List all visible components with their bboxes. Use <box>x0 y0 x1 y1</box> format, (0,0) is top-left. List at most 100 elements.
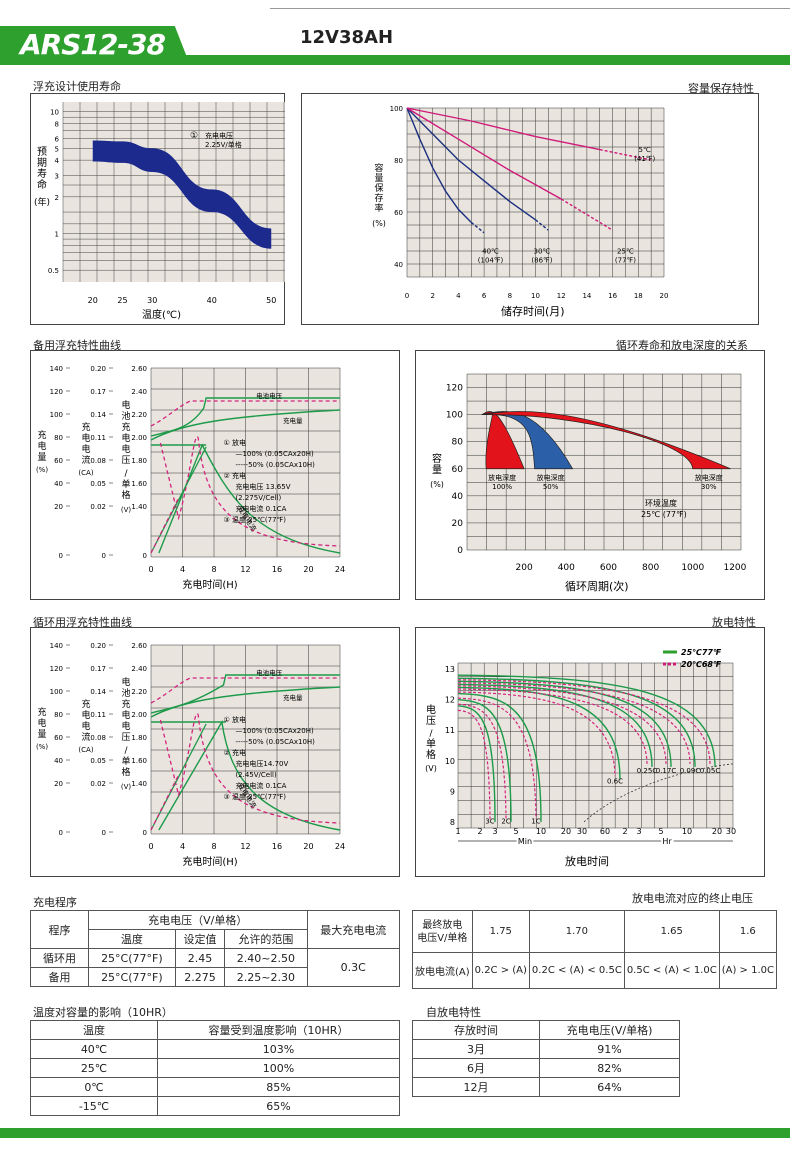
axis2-tick: 0.20 <box>90 365 106 373</box>
temp-table: 温度 容量受到温度影响（10HR） 40℃ 103% 25℃ 100% 0℃ 85% -… <box>30 1020 400 1116</box>
legend-line: (2.45V/Cell) <box>235 771 277 779</box>
legend-line1: 充电电压 <box>205 131 233 140</box>
current-cell: 0.5C < (A) < 1.0C <box>623 952 720 989</box>
axis2-tick: 0 <box>102 829 106 837</box>
legend-line: —100% (0.05CAx20H) <box>235 450 314 458</box>
y-axis-label: 电压 /单格 (V) <box>425 703 437 773</box>
cutoff-table: 最终放电 电压V/单格 1.75 1.70 1.65 1.6 放电电流(A) 0.… <box>412 910 777 989</box>
x-tick-label: 20 <box>303 842 313 851</box>
x-tick-label: 8 <box>508 292 512 300</box>
row-temp: 25°C(77°F) <box>88 967 176 987</box>
y-label-char: 量 <box>432 464 442 476</box>
y-label-sep: / <box>429 729 433 739</box>
x-tick-label: 16 <box>608 292 617 300</box>
y-label-char: 电 <box>81 709 90 721</box>
y-label-char: 压 <box>121 455 130 466</box>
y-tick-label: 10 <box>445 757 455 766</box>
y-label-char: 容 <box>374 162 383 174</box>
axis1-tick: 20 <box>54 503 63 511</box>
y-label-char: 电 <box>121 432 130 444</box>
axis3-tick: 1.40 <box>131 503 147 511</box>
series-sublabel: (77℉) <box>615 257 636 265</box>
x-tick-label: 6 <box>482 292 487 300</box>
y-tick-label: 40 <box>394 261 403 269</box>
spec-label: 12V38AH <box>300 27 394 48</box>
y-label-char: 单 <box>426 738 436 750</box>
min-label: Min <box>518 837 532 846</box>
x-tick-hr: 30 <box>726 827 736 836</box>
row-name: 循环用 <box>30 948 89 968</box>
y-label-char: 电 <box>121 443 130 455</box>
th-proc: 程序 <box>30 910 89 949</box>
axis1-tick: 80 <box>54 434 63 442</box>
unit: (V) <box>121 506 132 514</box>
footer-band <box>0 1128 790 1138</box>
cutoff-title: 放电电流对应的终止电压 <box>632 892 753 905</box>
y-label-char: 电 <box>121 720 130 732</box>
y-label-char: 容 <box>432 452 442 465</box>
y-label-char: 存 <box>374 192 383 204</box>
x-axis-label: 放电时间 <box>565 854 609 868</box>
charge-line-dashed <box>150 497 180 554</box>
note1: 环境温度 <box>645 498 677 508</box>
y-label-char: 格 <box>426 748 436 761</box>
y-label-char: 充 <box>81 698 90 710</box>
axis2-tick: 0.11 <box>90 434 106 442</box>
axis3-tick: 2.40 <box>131 665 147 673</box>
rate-label: 0.25C <box>637 767 658 775</box>
row-set: 2.45 <box>174 948 226 968</box>
x-tick-label: 12 <box>240 565 250 574</box>
rate-label: 1C <box>531 817 540 825</box>
series-line-dashed <box>535 219 549 231</box>
axis2-tick: 0.08 <box>90 734 106 742</box>
x-tick-label: 24 <box>335 565 345 574</box>
y-label-char: 电 <box>37 717 46 729</box>
axis2-tick: 0.11 <box>90 711 106 719</box>
x-tick-label: 24 <box>335 842 345 851</box>
legend-line: -----50% (0.05CAx10H) <box>235 738 315 746</box>
unit: (CA) <box>78 469 93 477</box>
y-label-char: 率 <box>374 202 383 214</box>
y-tick-label: 100 <box>446 411 463 421</box>
x-tick-label: 8 <box>211 565 216 574</box>
plot-area <box>63 102 285 282</box>
th-range: 允许的范围 <box>224 929 308 949</box>
series-sublabel: 30% <box>701 483 717 491</box>
axis1-tick: 60 <box>54 457 63 465</box>
cycle-life-title: 循环寿命和放电深度的关系 <box>616 339 748 352</box>
discharge-curve <box>457 686 621 780</box>
th-voltage: 充电电压（V/单格） <box>88 910 308 930</box>
discharge-curve-dashed <box>457 679 711 764</box>
axis1-tick: 80 <box>54 711 63 719</box>
capacity-retention-title: 容量保存特性 <box>688 82 754 95</box>
cycle-charge-box <box>30 627 400 877</box>
y-label-char: 压 <box>121 732 130 743</box>
y-label-char: 池 <box>121 410 130 422</box>
axis2-tick: 0.17 <box>90 665 106 673</box>
axis2-tick: 0.05 <box>90 757 106 765</box>
x-tick-min: 60 <box>600 827 610 836</box>
th-storage: 存放时间 <box>412 1020 540 1040</box>
row-label: 放电电流(A) <box>412 952 473 989</box>
axis3-tick: 1.40 <box>131 780 147 788</box>
unit: / <box>124 469 128 479</box>
cycle-shape <box>481 411 731 470</box>
y-label-char: 寿 <box>37 167 47 180</box>
x-axis-label: 储存时间(月) <box>501 304 565 318</box>
y-tick-label: 13 <box>445 665 455 674</box>
y-tick-label: 80 <box>394 157 403 165</box>
y-tick-label: 20 <box>452 519 464 529</box>
axis1-tick: 40 <box>54 757 63 765</box>
axis2-tick: 0.14 <box>90 411 106 419</box>
x-tick-label: 4 <box>180 565 185 574</box>
x-tick-hr: 5 <box>658 827 663 836</box>
y-tick-label: 8 <box>450 818 455 827</box>
x-axis-label: 温度(℃) <box>142 308 181 321</box>
y-tick-label: 0 <box>457 546 463 556</box>
x-tick-label: 20 <box>660 292 669 300</box>
y-label-char: 池 <box>121 687 130 699</box>
axis1-tick: 20 <box>54 780 63 788</box>
legend-line: —100% (0.05CAx20H) <box>235 727 314 735</box>
h1: 最终放电 <box>422 919 463 931</box>
legend-line: ③ 温度 25℃(77℉) <box>223 792 286 801</box>
